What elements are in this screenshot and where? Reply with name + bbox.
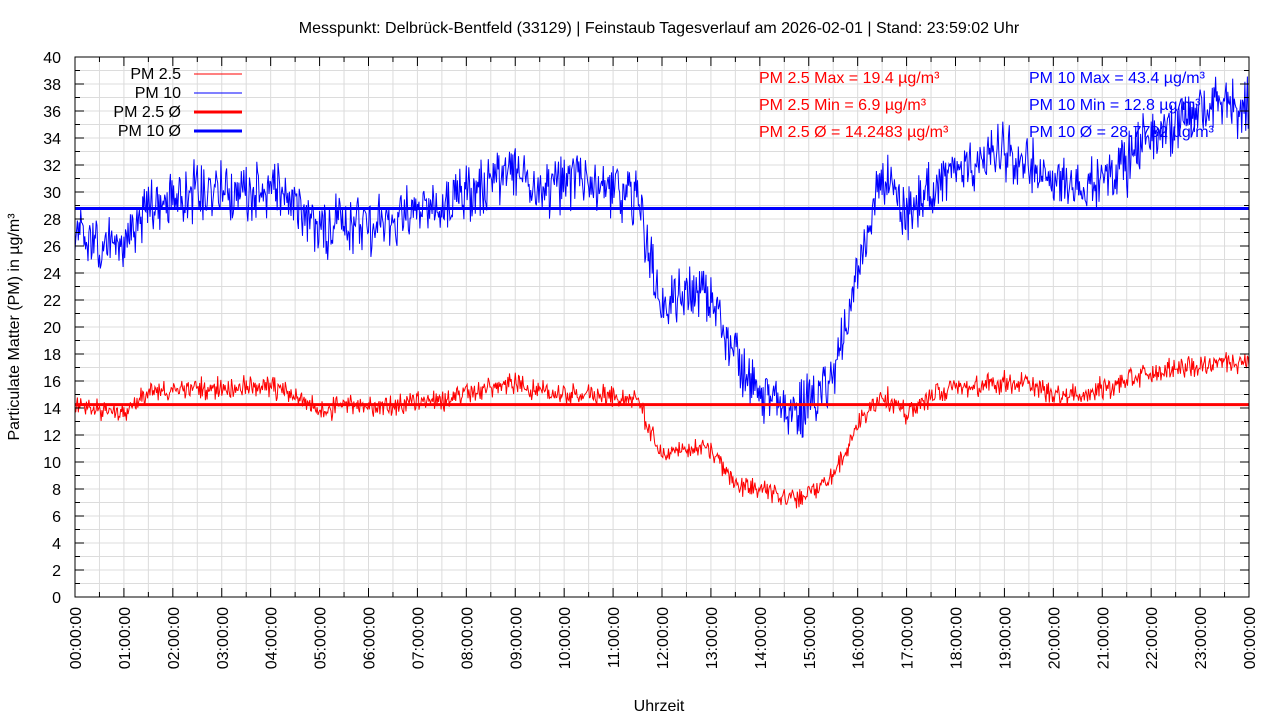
y-tick-label: 2 <box>52 563 61 580</box>
chart-title: Messpunkt: Delbrück-Bentfeld (33129) | F… <box>299 20 1020 37</box>
series-line-pm25 <box>74 352 1250 509</box>
x-tick-label: 18:00:00 <box>949 607 966 669</box>
x-tick-label: 14:00:00 <box>753 607 770 669</box>
x-tick-label: 19:00:00 <box>997 607 1014 669</box>
y-tick-label: 26 <box>43 239 61 256</box>
y-tick-label: 38 <box>43 77 61 94</box>
pm10-max-label: PM 10 Max = 43.4 µg/m³ <box>1029 70 1206 87</box>
y-tick-label: 8 <box>52 482 61 499</box>
x-axis-label: Uhrzeit <box>634 698 685 715</box>
y-tick-label: 22 <box>43 293 61 310</box>
x-tick-label: 03:00:00 <box>215 607 232 669</box>
pm25-min-label: PM 2.5 Min = 6.9 µg/m³ <box>759 97 927 114</box>
x-tick-label: 06:00:00 <box>362 607 379 669</box>
x-tick-label: 08:00:00 <box>459 607 476 669</box>
x-tick-label: 04:00:00 <box>264 607 281 669</box>
y-axis-label: Particulate Matter (PM) in µg/m³ <box>6 213 23 441</box>
x-tick-label: 15:00:00 <box>802 607 819 669</box>
x-tick-label: 11:00:00 <box>606 607 623 668</box>
x-tick-label: 05:00:00 <box>313 607 330 669</box>
pm10-avg-label: PM 10 Ø = 28.7782 µg/m³ <box>1029 124 1215 141</box>
y-tick-label: 36 <box>43 104 61 121</box>
pm25-max-label: PM 2.5 Max = 19.4 µg/m³ <box>759 70 940 87</box>
x-tick-label: 02:00:00 <box>166 607 183 669</box>
y-tick-label: 30 <box>43 185 61 202</box>
y-tick-label: 4 <box>52 536 61 553</box>
x-tick-label: 00:00:00 <box>68 607 85 669</box>
x-tick-label: 01:00:00 <box>117 607 134 669</box>
y-tick-label: 16 <box>43 374 61 391</box>
y-tick-label: 24 <box>43 266 61 283</box>
pm10-stats: PM 10 Max = 43.4 µg/m³ PM 10 Min = 12.8 … <box>1029 70 1215 141</box>
pm10-min-label: PM 10 Min = 12.8 µg/m³ <box>1029 97 1201 114</box>
legend-label-pm25-avg: PM 2.5 Ø <box>113 104 181 121</box>
x-tick-label: 13:00:00 <box>704 607 721 669</box>
legend-label-pm10-avg: PM 10 Ø <box>118 123 181 140</box>
average-lines <box>75 206 1249 407</box>
x-tick-label: 20:00:00 <box>1046 607 1063 669</box>
y-tick-label: 28 <box>43 212 61 229</box>
legend-label-pm10: PM 10 <box>135 85 181 102</box>
y-tick-label: 20 <box>43 320 61 337</box>
legend: PM 2.5 PM 10 PM 2.5 Ø PM 10 Ø <box>113 66 242 140</box>
x-tick-label: 17:00:00 <box>900 607 917 669</box>
y-tick-label: 6 <box>52 509 61 526</box>
pm25-avg-label: PM 2.5 Ø = 14.2483 µg/m³ <box>759 124 949 141</box>
y-tick-label: 32 <box>43 158 61 175</box>
y-tick-label: 10 <box>43 455 61 472</box>
y-tick-label: 34 <box>43 131 61 148</box>
x-tick-label: 07:00:00 <box>410 607 427 669</box>
y-tick-label: 12 <box>43 428 61 445</box>
x-tick-label: 23:00:00 <box>1193 607 1210 669</box>
x-tick-label: 22:00:00 <box>1144 607 1161 669</box>
x-tick-label: 16:00:00 <box>851 607 868 669</box>
x-tick-label: 21:00:00 <box>1095 607 1112 669</box>
legend-label-pm25: PM 2.5 <box>130 66 181 83</box>
grid <box>75 57 1249 597</box>
pm25-stats: PM 2.5 Max = 19.4 µg/m³ PM 2.5 Min = 6.9… <box>759 70 949 141</box>
x-tick-label: 10:00:00 <box>557 607 574 669</box>
y-tick-label: 18 <box>43 347 61 364</box>
y-tick-label: 40 <box>43 50 61 67</box>
axis-ticks: 024681012141618202224262830323436384000:… <box>43 50 1259 669</box>
series-line-pm10 <box>74 76 1250 438</box>
series-group <box>74 76 1250 509</box>
x-tick-label: 12:00:00 <box>655 607 672 669</box>
y-tick-label: 0 <box>52 590 61 607</box>
x-tick-label: 09:00:00 <box>508 607 525 669</box>
y-tick-label: 14 <box>43 401 61 418</box>
x-tick-label: 00:00:00 <box>1242 607 1259 669</box>
